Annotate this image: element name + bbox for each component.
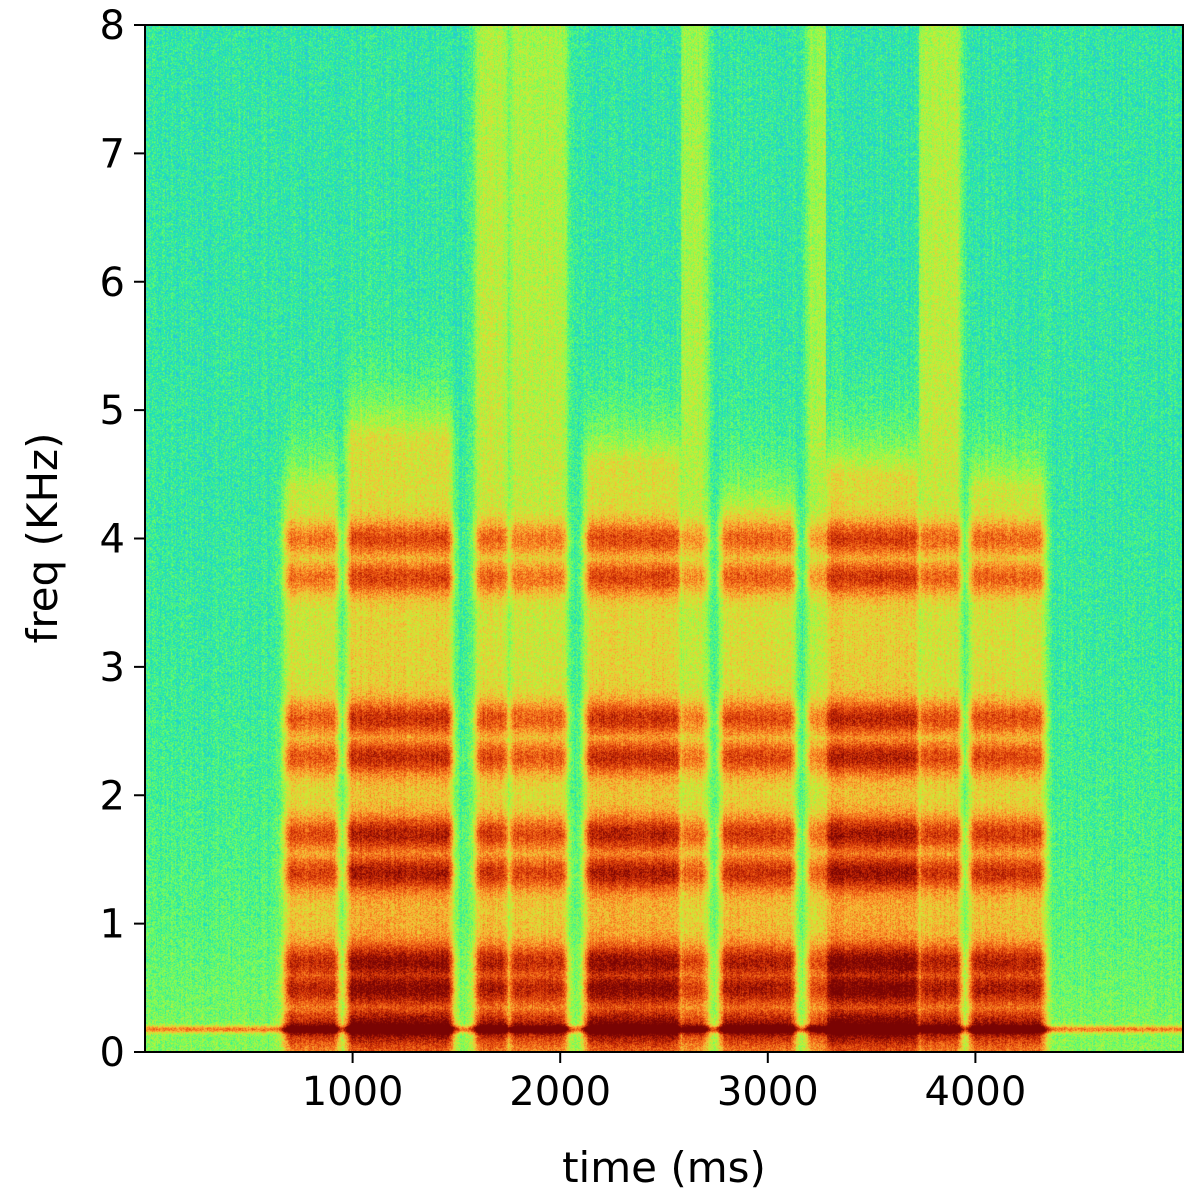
spectrogram-heatmap-container bbox=[145, 25, 1183, 1052]
x-tick-label: 2000 bbox=[509, 1069, 611, 1115]
y-axis-label: freq (KHz) bbox=[18, 433, 67, 644]
x-axis: 1000 2000 3000 4000 bbox=[302, 1052, 1027, 1115]
y-tick-label: 6 bbox=[100, 260, 125, 306]
y-axis: 0 1 2 3 4 5 6 7 8 bbox=[100, 3, 145, 1076]
x-axis-label: time (ms) bbox=[562, 1143, 766, 1192]
y-tick-label: 5 bbox=[100, 388, 125, 434]
y-tick-label: 3 bbox=[100, 645, 125, 691]
y-tick-label: 8 bbox=[100, 3, 125, 49]
x-tick-label: 4000 bbox=[925, 1069, 1027, 1115]
y-tick-label: 7 bbox=[100, 131, 125, 177]
spectrogram-heatmap bbox=[145, 25, 1183, 1052]
y-tick-label: 2 bbox=[100, 773, 125, 819]
x-tick-label: 1000 bbox=[302, 1069, 404, 1115]
y-tick-label: 4 bbox=[100, 517, 125, 563]
y-tick-label: 0 bbox=[100, 1030, 125, 1076]
y-tick-label: 1 bbox=[100, 902, 125, 948]
x-tick-label: 3000 bbox=[717, 1069, 819, 1115]
